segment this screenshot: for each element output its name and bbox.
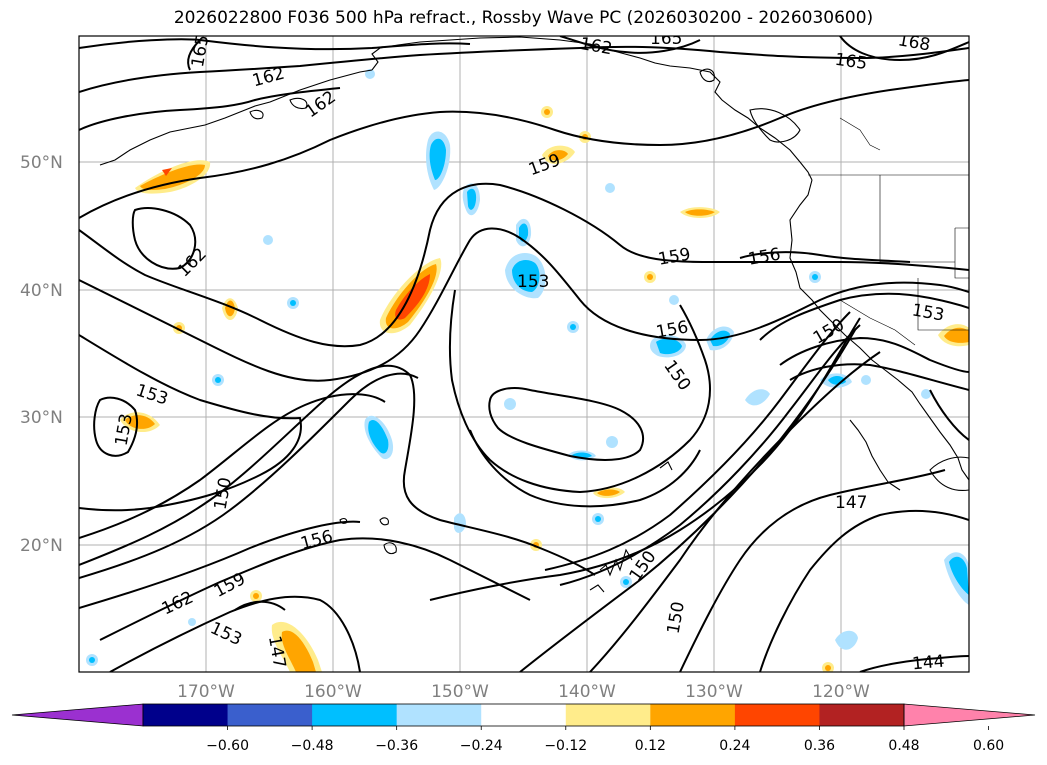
- colorbar: −0.60 −0.48 −0.36 −0.24 −0.12 0.12 0.24 0.36 0.4…: [11, 703, 1036, 754]
- contour-label: 162: [578, 34, 613, 59]
- colorbar-extend-high: [903, 703, 1036, 727]
- colorbar-segment: [734, 704, 820, 726]
- contour-lines: [79, 36, 969, 672]
- colorbar-segment: [565, 704, 651, 726]
- lon-label: 150°W: [431, 682, 489, 702]
- colorbar-tick-label: 0.36: [804, 738, 835, 754]
- colorbar-extend-low: [11, 703, 144, 727]
- colorbar-tick-label: −0.36: [375, 738, 418, 754]
- colorbar-segment: [312, 704, 398, 726]
- lon-label: 170°W: [177, 682, 235, 702]
- plot-title: 2026022800 F036 500 hPa refract., Rossby…: [173, 8, 874, 28]
- colorbar-tick-label: 0.48: [888, 738, 919, 754]
- lon-label: 160°W: [304, 682, 362, 702]
- colorbar-tick-label: 0.24: [719, 738, 750, 754]
- colorbar-tick-label: −0.48: [291, 738, 334, 754]
- contour-label: 168: [896, 30, 931, 55]
- longitude-labels: 170°W 160°W 150°W 140°W 130°W 120°W: [177, 682, 870, 702]
- colorbar-tick-label: −0.60: [206, 738, 249, 754]
- colorbar-segment: [650, 704, 736, 726]
- map-frame: [78, 35, 970, 673]
- lon-label: 120°W: [812, 682, 870, 702]
- lon-label: 130°W: [685, 682, 743, 702]
- contour-label: 153: [517, 272, 549, 292]
- colorbar-tick-label: −0.12: [544, 738, 587, 754]
- lat-label: 30°N: [20, 408, 63, 428]
- refractivity-shading: [86, 69, 969, 672]
- map-panel: [79, 36, 969, 672]
- colorbar-segment: [396, 704, 482, 726]
- colorbar-tick-label: 0.12: [635, 738, 666, 754]
- colorbar-segment: [819, 704, 905, 726]
- latitude-labels: 50°N 40°N 30°N 20°N: [20, 153, 63, 556]
- colorbar-segment: [227, 704, 313, 726]
- contour-label: 165: [650, 29, 682, 49]
- contour-label: 147: [835, 493, 867, 513]
- colorbar-tick-label: 0.60: [973, 738, 1004, 754]
- colorbar-segment: [143, 704, 229, 726]
- colorbar-tick-label: −0.24: [460, 738, 503, 754]
- contour-label: 165: [833, 50, 868, 74]
- lat-label: 20°N: [20, 536, 63, 556]
- contour-label: 144: [911, 652, 945, 675]
- colorbar-frame: [142, 703, 905, 727]
- lat-label: 50°N: [20, 153, 63, 173]
- political-borders: [808, 117, 969, 346]
- lat-label: 40°N: [20, 281, 63, 301]
- lon-label: 140°W: [558, 682, 616, 702]
- colorbar-segment: [481, 704, 567, 726]
